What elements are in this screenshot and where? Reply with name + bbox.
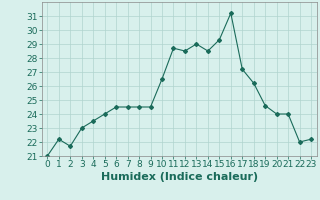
X-axis label: Humidex (Indice chaleur): Humidex (Indice chaleur) — [100, 172, 258, 182]
